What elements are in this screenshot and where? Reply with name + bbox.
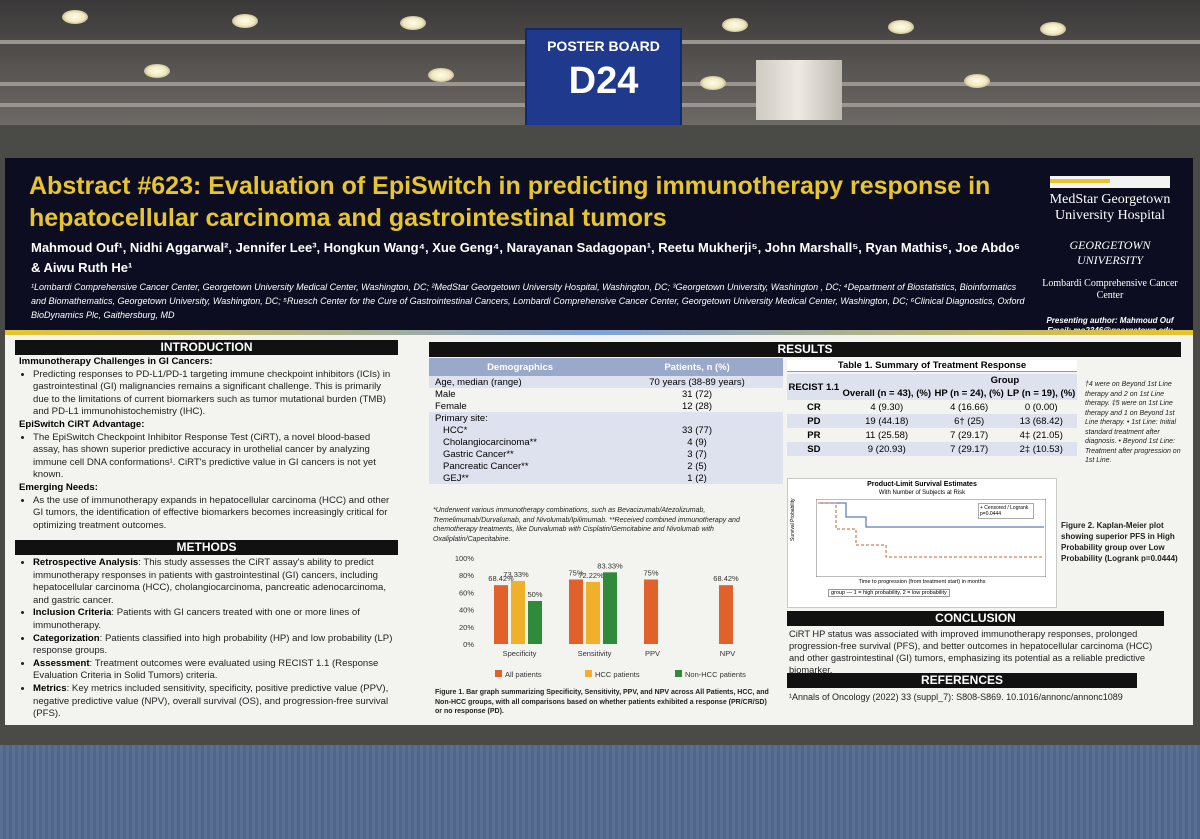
data-label: 73.33%: [503, 570, 529, 579]
data-label: 75%: [643, 569, 658, 578]
ceiling-light: [144, 64, 170, 78]
lombardi-logo-text: Lombardi Comprehensive Cancer Center: [1042, 278, 1178, 301]
table1-title: Table 1. Summary of Treatment Response: [787, 360, 1077, 372]
figure1-caption: Figure 1. Bar graph summarizing Specific…: [435, 689, 769, 715]
bar: [603, 572, 617, 644]
ceiling-light: [232, 14, 258, 28]
km-curves: [816, 499, 1046, 577]
km-legend: group — 1 = high probability, 2 = low pr…: [828, 589, 950, 597]
y-tick-label: 60%: [459, 588, 474, 597]
poster-header: Abstract #623: Evaluation of EpiSwitch i…: [5, 158, 1193, 335]
intro-section: Immunotherapy Challenges in GI Cancers: …: [19, 356, 399, 532]
data-label: 50%: [527, 590, 542, 599]
legend-swatch: [675, 670, 682, 677]
medstar-logo-icon: [1050, 176, 1170, 188]
km-xlabel: Time to progression (from treatment star…: [858, 579, 986, 585]
georgetown-logo-text: GEORGETOWN UNIVERSITY: [1069, 238, 1151, 267]
demographics-table: Demographics Patients, n (%) Age, median …: [429, 358, 783, 484]
x-tick-label: Sensitivity: [578, 649, 612, 658]
poster-affiliations: ¹Lombardi Comprehensive Cancer Center, G…: [31, 282, 1025, 320]
y-tick-label: 100%: [455, 554, 475, 563]
header-stripe: [5, 330, 1193, 335]
data-label: 75%: [568, 569, 583, 578]
results-heading: RESULTS: [429, 342, 1181, 357]
intro-subheading: Emerging Needs:: [19, 481, 98, 493]
ceiling-light: [700, 76, 726, 90]
carpet-floor: [0, 745, 1200, 839]
bar: [569, 579, 583, 644]
legend-swatch: [585, 670, 592, 677]
figure2-caption: Figure 2. Kaplan-Meier plot showing supe…: [1061, 521, 1178, 563]
logos: MedStar Georgetown University Hospital G…: [1035, 176, 1185, 336]
references-heading: REFERENCES: [787, 673, 1137, 688]
data-label: 83.33%: [597, 561, 623, 570]
ceiling-light: [400, 16, 426, 30]
legend-swatch: [495, 670, 502, 677]
ceiling-light: [1040, 22, 1066, 36]
method-item: Assessment: Treatment outcomes were eval…: [33, 658, 399, 683]
bar: [644, 579, 658, 644]
km-logrank: + Censored / Logrank p=0.0444: [978, 503, 1034, 519]
bar: [511, 580, 525, 644]
y-tick-label: 40%: [459, 606, 474, 615]
ceiling-light: [62, 10, 88, 24]
references-text: ¹Annals of Oncology (2022) 33 (suppl_7):…: [789, 692, 1123, 702]
demographics-note: *Underwent various immunotherapy combina…: [433, 507, 740, 543]
presenting-author: Presenting author: Mahmoud Ouf: [1046, 316, 1174, 325]
intro-subheading: EpiSwitch CiRT Advantage:: [19, 418, 145, 430]
poster: Abstract #623: Evaluation of EpiSwitch i…: [5, 158, 1193, 725]
methods-section: Retrospective Analysis: This study asses…: [19, 557, 399, 721]
data-label: 68.42%: [713, 574, 739, 583]
medstar-logo-text: MedStar Georgetown University Hospital: [1049, 192, 1171, 223]
ceiling-light: [964, 74, 990, 88]
legend-label: HCC patients: [595, 670, 640, 679]
poster-board-sign: POSTER BOARD D24: [525, 28, 682, 130]
conclusion-heading: CONCLUSION: [787, 611, 1164, 626]
y-tick-label: 0%: [463, 640, 474, 649]
method-item: Categorization: Patients classified into…: [33, 633, 399, 658]
poster-title: Abstract #623: Evaluation of EpiSwitch i…: [29, 172, 991, 232]
bar: [719, 585, 733, 644]
y-tick-label: 20%: [459, 623, 474, 632]
table1-note: †4 were on Beyond 1st Line therapy and 2…: [1085, 381, 1181, 464]
kaplan-meier-plot: Product-Limit Survival Estimates With Nu…: [787, 478, 1057, 608]
intro-subheading: Immunotherapy Challenges in GI Cancers:: [19, 356, 213, 367]
km-curve-hp: [818, 502, 1044, 528]
x-tick-label: PPV: [645, 649, 660, 658]
km-curve-lp: [818, 502, 1044, 558]
bar-chart: 100%80%60%40%20%0%68.42%73.33%50%Specifi…: [455, 554, 746, 679]
intro-paragraph: As the use of immunotherapy expands in h…: [33, 495, 399, 533]
x-tick-label: NPV: [720, 649, 735, 658]
bar: [586, 581, 600, 644]
km-ylabel: Survival Probability: [790, 498, 796, 541]
methods-heading: METHODS: [15, 540, 398, 555]
data-label: 72.22%: [578, 571, 604, 580]
y-tick-label: 80%: [459, 571, 474, 580]
intro-paragraph: The EpiSwitch Checkpoint Inhibitor Respo…: [33, 432, 399, 482]
ceiling-light: [428, 68, 454, 82]
legend-label: All patients: [505, 670, 542, 679]
response-table: RECIST 1.1 Group Overall (n = 43), (%) HP …: [787, 374, 1077, 456]
sign-number: D24: [568, 60, 639, 102]
bar: [494, 585, 508, 644]
sign-label: POSTER BOARD: [547, 38, 660, 54]
pillar: [756, 60, 842, 120]
method-item: Inclusion Criteria: Patients with GI can…: [33, 607, 399, 632]
intro-heading: INTRODUCTION: [15, 340, 398, 355]
ceiling-light: [722, 18, 748, 32]
data-label: 68.42%: [488, 574, 514, 583]
intro-paragraph: Predicting responses to PD-L1/PD-1 targe…: [33, 369, 399, 419]
method-item: Metrics: Key metrics included sensitivit…: [33, 683, 399, 721]
bar: [528, 601, 542, 644]
x-tick-label: Specificity: [503, 649, 537, 658]
ceiling-light: [888, 20, 914, 34]
km-title: Product-Limit Survival Estimates: [867, 481, 977, 488]
legend-label: Non-HCC patients: [685, 670, 746, 679]
method-item: Retrospective Analysis: This study asses…: [33, 557, 399, 607]
poster-authors: Mahmoud Ouf¹, Nidhi Aggarwal², Jennifer …: [31, 240, 1021, 275]
km-subtitle: With Number of Subjects at Risk: [878, 490, 966, 496]
conclusion-text: CiRT HP status was associated with impro…: [789, 629, 1153, 675]
